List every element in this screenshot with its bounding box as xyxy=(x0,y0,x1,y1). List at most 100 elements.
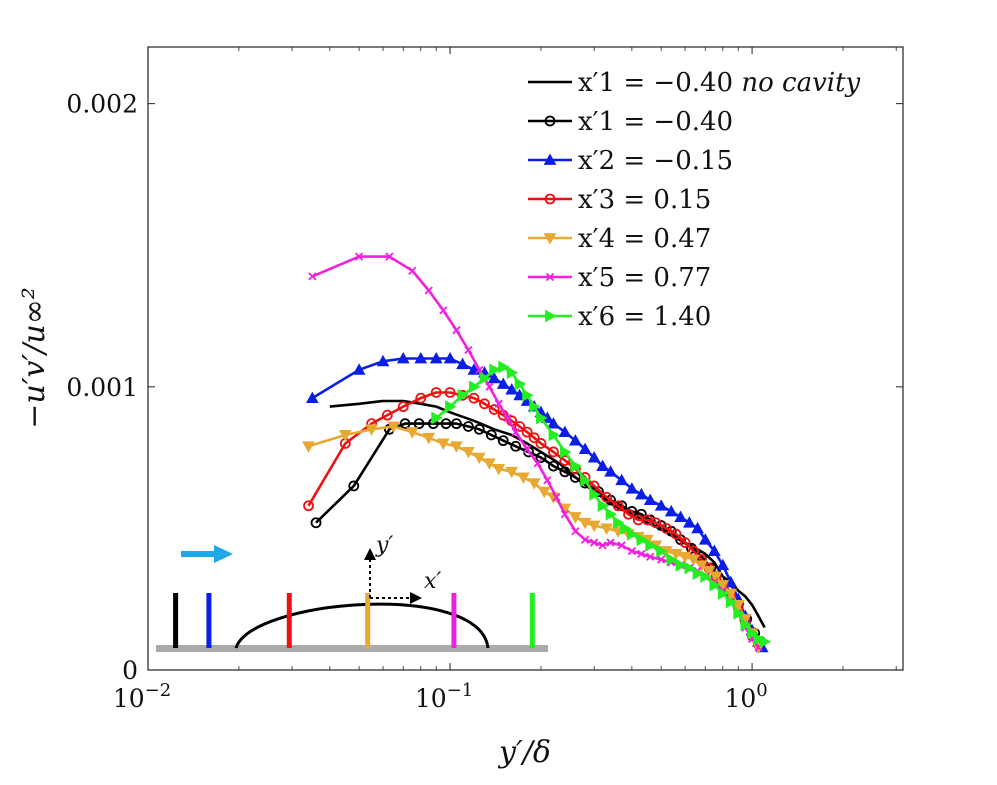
data-point xyxy=(656,544,668,558)
data-point xyxy=(646,552,655,561)
data-point xyxy=(627,546,637,556)
data-point xyxy=(655,520,667,531)
data-point xyxy=(348,480,360,492)
legend-label: x′2 = −0.15 xyxy=(578,146,733,176)
data-point xyxy=(569,512,582,524)
data-point xyxy=(505,383,519,395)
data-point xyxy=(637,549,646,559)
data-point xyxy=(717,587,730,600)
data-point xyxy=(489,363,501,377)
data-point xyxy=(683,516,696,528)
data-point xyxy=(415,392,427,404)
legend-label: x′4 = 0.47 xyxy=(578,224,711,254)
data-point xyxy=(580,535,590,544)
data-point xyxy=(535,452,547,464)
data-point xyxy=(451,418,462,430)
data-point xyxy=(399,418,411,430)
data-point xyxy=(654,499,668,511)
data-point xyxy=(443,351,457,364)
data-point xyxy=(487,371,501,384)
data-point xyxy=(547,417,560,429)
data-point xyxy=(600,523,613,535)
data-point xyxy=(709,578,721,592)
data-point xyxy=(716,558,730,571)
data-point xyxy=(469,380,481,394)
data-point xyxy=(505,466,519,479)
data-point xyxy=(533,459,542,468)
data-point xyxy=(687,554,700,567)
legend-swatch-marker xyxy=(543,153,557,165)
wall-base xyxy=(156,645,548,652)
data-point xyxy=(617,541,626,550)
legend-item-1: x′1 = −0.40 no cavity xyxy=(528,68,861,98)
data-point xyxy=(587,520,601,533)
data-point xyxy=(589,488,601,501)
y-prime-arrowhead xyxy=(364,548,376,560)
data-point xyxy=(560,510,570,519)
legend-item-6: x′5 = 0.77 xyxy=(528,263,711,293)
data-point xyxy=(408,266,417,275)
legend-item-7: x′6 = 1.40 xyxy=(528,302,711,332)
data-point xyxy=(472,452,486,465)
data-point xyxy=(529,400,541,413)
data-point xyxy=(559,455,571,466)
data-point xyxy=(620,522,632,535)
data-point xyxy=(430,387,442,398)
data-point xyxy=(552,493,561,502)
legend: x′1 = −0.40 no cavity x′1 = −0.40 x′2 = −0… xyxy=(528,68,861,332)
x-tick-label: 100 xyxy=(724,680,767,713)
data-point xyxy=(612,500,624,512)
legend-item-2: x′1 = −0.40 xyxy=(528,107,733,137)
data-point xyxy=(596,459,609,472)
data-point xyxy=(452,326,461,335)
data-point xyxy=(679,537,691,548)
data-point xyxy=(535,438,547,449)
data-point xyxy=(753,632,766,646)
data-point xyxy=(381,409,393,421)
data-point xyxy=(365,424,378,436)
data-point xyxy=(405,427,419,439)
data-point xyxy=(302,441,315,453)
data-point xyxy=(674,510,687,522)
data-point xyxy=(623,508,634,520)
data-point xyxy=(303,500,314,512)
data-point xyxy=(657,555,666,564)
data-point xyxy=(590,538,599,547)
data-point xyxy=(431,411,443,425)
data-point xyxy=(650,517,662,529)
data-point xyxy=(578,517,592,530)
data-point xyxy=(570,459,582,473)
data-point xyxy=(702,565,716,578)
data-point xyxy=(439,306,448,315)
data-point xyxy=(716,580,730,592)
legend-label: x′5 = 0.77 xyxy=(578,263,711,293)
legend-item-3: x′2 = −0.15 xyxy=(528,146,733,176)
data-point xyxy=(497,435,509,447)
data-point xyxy=(675,558,688,572)
data-point xyxy=(725,595,738,609)
data-point xyxy=(492,464,506,476)
data-point xyxy=(559,466,571,478)
data-point xyxy=(527,478,541,490)
data-point xyxy=(670,528,682,540)
data-point xyxy=(483,458,496,470)
data-point xyxy=(444,387,456,398)
data-point xyxy=(625,482,639,494)
data-point xyxy=(354,252,364,261)
data-point xyxy=(310,517,322,529)
data-point xyxy=(387,421,400,433)
data-point xyxy=(601,491,613,503)
data-point xyxy=(548,428,560,442)
data-point xyxy=(414,351,428,364)
data-point xyxy=(485,429,497,441)
data-point xyxy=(759,635,772,649)
x-prime-label: x′ xyxy=(424,569,441,594)
data-point xyxy=(468,392,480,404)
y-prime-label: y′ xyxy=(375,533,393,558)
cavity-contour xyxy=(234,602,490,649)
x-axis-label: y′/δ xyxy=(497,735,551,770)
flow-arrow-head xyxy=(214,545,233,563)
data-point xyxy=(514,421,526,432)
data-point xyxy=(536,411,548,425)
